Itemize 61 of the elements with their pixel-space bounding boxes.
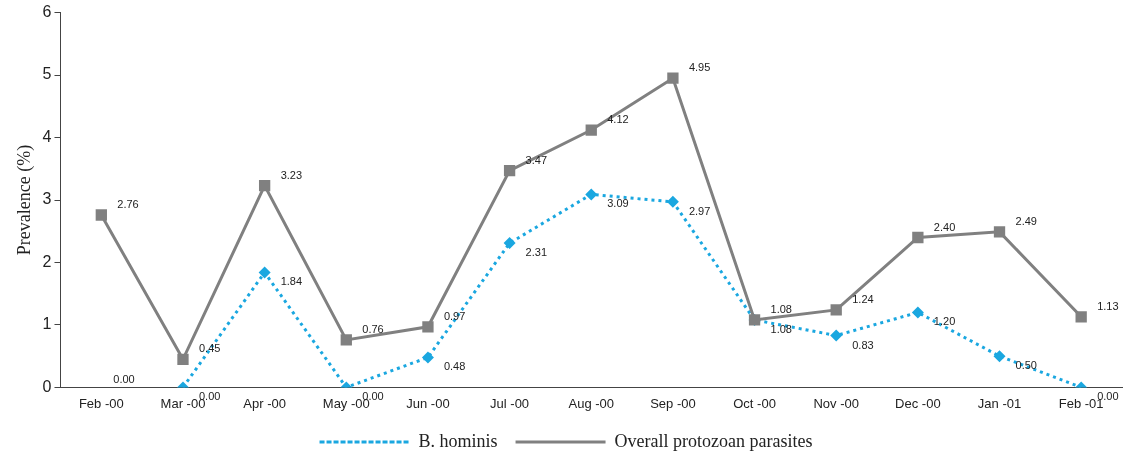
x-tick-label: Nov -00 xyxy=(813,395,859,411)
data-label: 0.97 xyxy=(443,309,466,322)
point xyxy=(95,209,107,221)
point xyxy=(177,353,189,365)
data-label: 4.95 xyxy=(688,61,711,74)
point xyxy=(830,329,843,342)
data-label: 4.12 xyxy=(607,113,629,126)
point xyxy=(993,226,1006,238)
x-tick-label: Aug -00 xyxy=(568,395,615,411)
point xyxy=(422,321,434,333)
x-tick-label: Feb -00 xyxy=(78,395,124,411)
annotation: 0.00 xyxy=(113,373,135,386)
y-tick-label: 6 xyxy=(42,3,52,21)
x-tick-label: Jan -01 xyxy=(977,395,1022,411)
y-tick-label: 3 xyxy=(42,190,52,208)
data-label: 0.83 xyxy=(852,338,874,351)
point xyxy=(258,266,271,279)
point xyxy=(503,237,516,250)
x-tick-label: Jun -00 xyxy=(406,395,450,411)
data-label: 2.49 xyxy=(1015,214,1037,227)
data-label: 0.45 xyxy=(198,342,221,355)
point xyxy=(667,72,679,84)
point xyxy=(1075,311,1087,323)
point xyxy=(503,164,516,177)
data-label: 0.48 xyxy=(443,360,466,373)
data-label: 1.84 xyxy=(280,275,303,288)
data-label: 3.09 xyxy=(607,197,629,210)
data-label: 2.31 xyxy=(525,246,548,259)
data-label: 1.24 xyxy=(852,292,874,305)
point xyxy=(421,351,434,364)
data-label: 2.76 xyxy=(117,198,139,211)
point xyxy=(666,195,679,208)
point xyxy=(911,306,924,319)
y-tick-label: 0 xyxy=(42,377,52,395)
data-label: 0.76 xyxy=(362,322,384,335)
y-tick-label: 5 xyxy=(42,65,52,83)
point xyxy=(258,179,271,192)
x-tick-label: Apr -00 xyxy=(243,395,286,411)
data-label: 2.40 xyxy=(933,220,956,233)
data-label: 3.23 xyxy=(280,168,303,181)
data-label: 1.08 xyxy=(770,322,792,335)
x-tick-label: Sep -00 xyxy=(650,395,696,411)
data-label: 1.20 xyxy=(933,315,956,328)
legend-label: Overall protozoan parasites xyxy=(614,430,813,451)
y-tick-label: 1 xyxy=(42,315,52,333)
x-tick-label: Jul -00 xyxy=(490,395,530,411)
y-tick-label: 4 xyxy=(42,127,52,145)
point xyxy=(585,124,597,136)
legend-label: B. hominis xyxy=(418,430,498,451)
point xyxy=(830,304,842,316)
point xyxy=(340,334,352,346)
x-tick-label: Dec -00 xyxy=(895,395,941,411)
point xyxy=(912,231,924,244)
y-tick-label: 2 xyxy=(42,252,52,270)
data-label: 2.97 xyxy=(688,204,711,217)
x-tick-label: Oct -00 xyxy=(733,395,776,411)
point xyxy=(993,350,1006,363)
data-label: 1.13 xyxy=(1097,299,1119,312)
point xyxy=(585,188,598,201)
y-axis-title: Prevalence (%) xyxy=(13,144,35,256)
data-label: 1.08 xyxy=(770,302,792,315)
